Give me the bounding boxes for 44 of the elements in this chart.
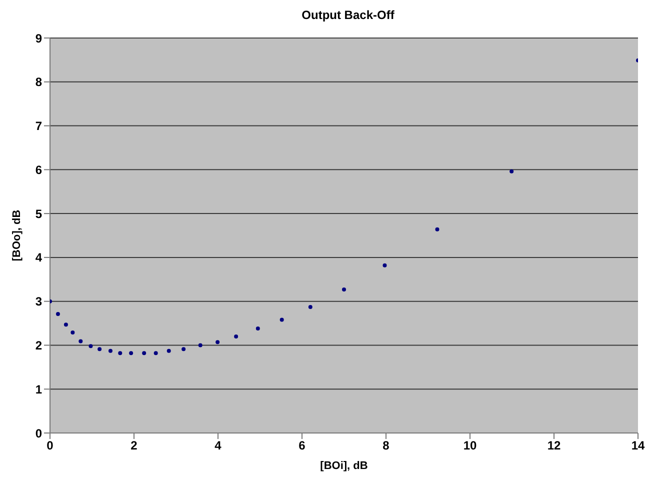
point	[280, 318, 284, 322]
x-tick-label: 2	[130, 438, 138, 453]
point	[98, 347, 102, 352]
y-tick-label: 1	[35, 382, 42, 396]
point	[118, 351, 122, 356]
y-tick-label: 8	[35, 75, 42, 90]
point	[129, 351, 134, 356]
x-tick-label: 0	[46, 438, 54, 453]
point	[435, 227, 440, 232]
point	[56, 312, 60, 316]
x-tick-label: 12	[547, 438, 561, 453]
y-tick-label: 9	[35, 31, 42, 46]
point	[154, 351, 158, 356]
x-tick-label: 10	[463, 438, 477, 453]
x-axis-title: [BOi], dB	[320, 460, 368, 472]
point	[342, 287, 346, 292]
point	[78, 339, 83, 344]
y-tick-label: 5	[35, 206, 42, 221]
point	[182, 347, 186, 352]
point	[64, 322, 68, 327]
point	[256, 326, 260, 331]
point	[308, 305, 312, 310]
y-tick-label: 0	[35, 426, 42, 440]
point	[216, 340, 220, 344]
point	[88, 344, 93, 348]
y-tick-label: 4	[35, 250, 42, 265]
chart-title: Output Back-Off	[300, 8, 396, 24]
x-tick-label: 8	[382, 438, 390, 453]
point	[166, 348, 171, 353]
point	[70, 330, 75, 334]
point	[382, 263, 387, 268]
point	[510, 169, 514, 174]
y-tick-label: 6	[35, 162, 42, 177]
point	[198, 343, 202, 348]
point	[234, 334, 238, 338]
x-tick-label: 14	[631, 438, 645, 453]
point	[142, 351, 146, 356]
y-tick-label: 2	[35, 338, 42, 352]
y-tick-label: 3	[35, 294, 42, 309]
point	[108, 348, 112, 353]
x-tick-label: 4	[214, 438, 222, 453]
x-tick-label: 6	[298, 438, 306, 453]
y-tick-label: 7	[35, 119, 42, 134]
y-axis-title: [BOo], dB	[10, 210, 23, 262]
